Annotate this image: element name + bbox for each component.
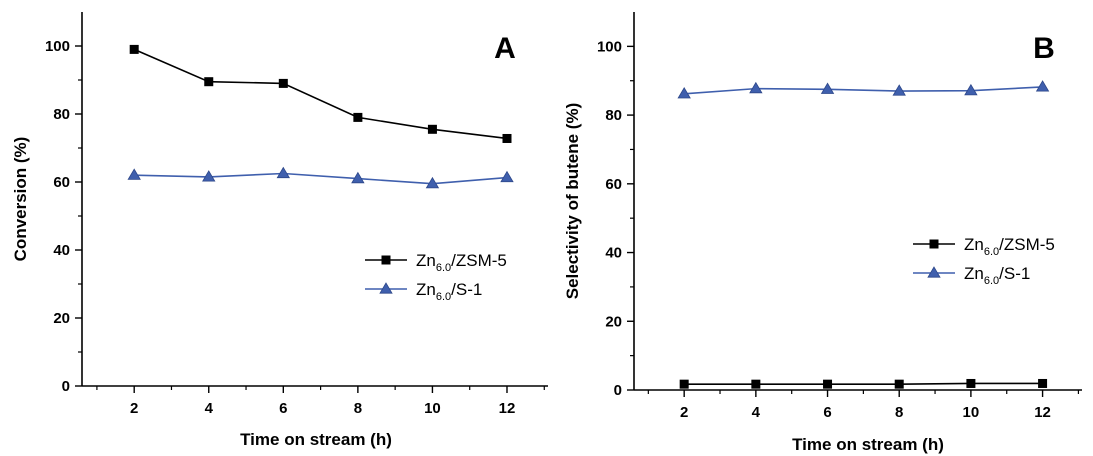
data-point-series-0 (1038, 378, 1048, 388)
data-point-series-0 (502, 133, 512, 143)
y-tick-label: 0 (614, 382, 622, 399)
data-point-series-0 (679, 379, 689, 389)
x-tick-label: 10 (963, 404, 980, 421)
x-tick-label: 12 (1034, 404, 1051, 421)
data-point-series-1 (820, 82, 835, 94)
y-tick-label: 80 (53, 106, 70, 123)
series-line-1 (134, 172, 508, 185)
panel-letter: B (1033, 32, 1055, 65)
x-tick-label: 8 (354, 400, 362, 417)
legend-name-main: Zn (416, 280, 436, 299)
legend-name-rest: /ZSM-5 (999, 235, 1055, 254)
legend-name-rest: /S-1 (451, 280, 482, 299)
data-point-series-1 (202, 170, 216, 182)
data-point-series-1 (677, 86, 691, 99)
data-point-series-1 (964, 83, 978, 96)
legend-marker-1 (379, 282, 393, 294)
y-tick-label: 0 (62, 378, 70, 395)
data-point-series-0 (427, 124, 437, 134)
x-tick-label: 8 (895, 404, 903, 421)
y-tick-label: 100 (45, 38, 70, 55)
data-point-series-0 (823, 379, 833, 389)
legend-marker-0 (381, 255, 391, 265)
panel-letter: A (494, 32, 516, 65)
legend-label-1: Zn6.0/S-1 (416, 280, 482, 303)
data-point-series-1 (749, 81, 763, 94)
data-point-series-0 (966, 378, 976, 388)
data-point-series-0 (353, 112, 363, 122)
legend-name-main: Zn (964, 235, 984, 254)
x-tick-label: 2 (130, 400, 138, 417)
y-tick-label: 40 (53, 242, 70, 259)
y-tick-label: 100 (597, 38, 622, 55)
data-point-series-0 (894, 379, 904, 389)
legend-marker-0 (929, 239, 939, 249)
chart-panel-b: 0 20 40 60 80 100 2 4 6 8 10 12 Time on stream (h) Se… (563, 12, 1082, 454)
y-tick-label: 20 (53, 310, 70, 327)
x-tick-label: 4 (752, 404, 761, 421)
y-axis-title: Conversion (%) (11, 137, 30, 262)
x-axis-title: Time on stream (h) (792, 435, 944, 454)
x-axis-title: Time on stream (h) (240, 430, 392, 449)
y-axis-title: Selectivity of butene (%) (563, 103, 582, 299)
legend-name-rest: /S-1 (999, 264, 1030, 283)
data-point-series-1 (892, 84, 906, 96)
legend-name-sub: 6.0 (436, 262, 451, 274)
legend-name-main: Zn (416, 251, 436, 270)
legend-name-rest: /ZSM-5 (451, 251, 507, 270)
x-tick-label: 10 (424, 400, 441, 417)
legend-label-0: Zn6.0/ZSM-5 (416, 251, 507, 274)
data-point-series-1 (1035, 80, 1050, 92)
legend-name-sub: 6.0 (436, 291, 451, 303)
legend-name-sub: 6.0 (984, 246, 999, 258)
x-tick-label: 4 (205, 400, 214, 417)
series-line-0 (684, 382, 1043, 385)
legend-label-0: Zn6.0/ZSM-5 (964, 235, 1055, 258)
y-tick-label: 80 (605, 107, 622, 124)
data-point-series-1 (127, 168, 141, 180)
data-point-series-1 (425, 176, 440, 189)
legend-label-1: Zn6.0/S-1 (964, 264, 1030, 287)
data-point-series-0 (204, 77, 214, 87)
data-point-series-1 (351, 171, 365, 184)
data-point-series-1 (276, 166, 291, 179)
legend-marker-1 (927, 266, 941, 278)
data-point-series-0 (129, 44, 139, 54)
y-tick-label: 60 (53, 174, 70, 191)
x-tick-label: 12 (499, 400, 516, 417)
y-tick-label: 60 (605, 176, 622, 193)
y-tick-label: 40 (605, 245, 622, 262)
x-tick-label: 6 (279, 400, 287, 417)
data-point-series-0 (278, 78, 288, 88)
x-tick-label: 2 (680, 404, 688, 421)
legend-name-main: Zn (964, 264, 984, 283)
chart-panel-a: 0 20 40 60 80 100 2 4 6 8 10 12 Time on stream (h) Co… (11, 12, 548, 449)
legend-name-sub: 6.0 (984, 275, 999, 287)
y-tick-label: 20 (605, 313, 622, 330)
series-line-0 (133, 48, 508, 140)
series-line-1 (684, 86, 1043, 95)
data-point-series-1 (500, 170, 514, 183)
x-tick-label: 6 (823, 404, 831, 421)
data-point-series-0 (751, 379, 761, 389)
